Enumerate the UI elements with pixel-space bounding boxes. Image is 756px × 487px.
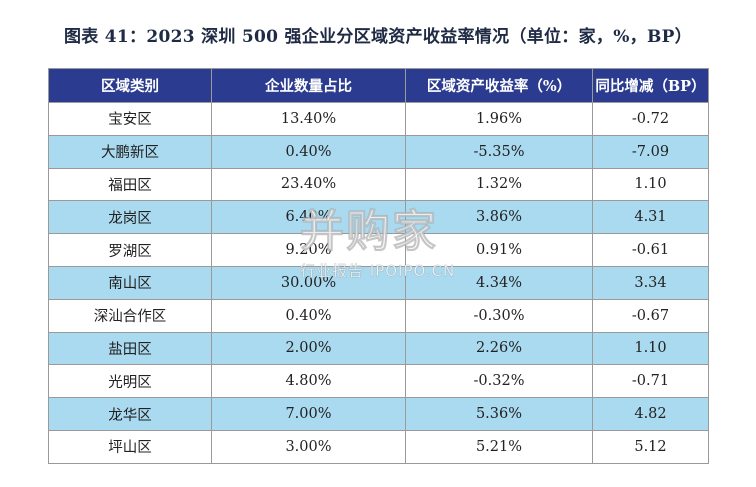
cell-yoy: 4.31	[592, 200, 709, 235]
figure-title: 图表 41：2023 深圳 500 强企业分区域资产收益率情况（单位：家，%，B…	[63, 27, 693, 47]
cell-share: 13.40%	[211, 102, 406, 136]
column-header-share: 企业数量占比	[211, 68, 406, 103]
cell-yoy: 1.10	[592, 331, 709, 366]
cell-roa: 1.32%	[405, 167, 593, 202]
cell-share: 7.00%	[211, 397, 406, 431]
cell-yoy: -7.09	[592, 134, 709, 169]
cell-roa: 4.34%	[405, 265, 593, 300]
table-row: 龙华区 7.00% 5.36% 4.82	[48, 397, 709, 431]
table-row: 盐田区 2.00% 2.26% 1.10	[48, 331, 709, 366]
column-header-roa: 区域资产收益率（%）	[405, 68, 593, 103]
cell-roa: 5.21%	[405, 429, 593, 464]
table-header: 区域类别 企业数量占比 区域资产收益率（%） 同比增减（BP）	[48, 68, 709, 103]
cell-share: 4.80%	[211, 364, 406, 399]
cell-roa: 0.91%	[405, 233, 593, 267]
cell-yoy: 3.34	[592, 265, 709, 300]
cell-region: 龙岗区	[48, 200, 212, 235]
table-row: 罗湖区 9.20% 0.91% -0.61	[48, 233, 709, 267]
cell-yoy: 4.82	[592, 397, 709, 431]
cell-region: 福田区	[48, 167, 212, 202]
cell-yoy: -0.67	[592, 298, 709, 333]
cell-roa: 3.86%	[405, 200, 593, 235]
cell-share: 23.40%	[211, 167, 406, 202]
table-row: 深汕合作区 0.40% -0.30% -0.67	[48, 298, 709, 333]
cell-region: 龙华区	[48, 397, 212, 431]
header-row: 区域类别 企业数量占比 区域资产收益率（%） 同比增减（BP）	[48, 68, 709, 103]
table-row: 坪山区 3.00% 5.21% 5.12	[48, 429, 709, 464]
cell-share: 6.40%	[211, 200, 406, 235]
cell-roa: 5.36%	[405, 397, 593, 431]
cell-yoy: -0.72	[592, 102, 709, 136]
cell-region: 罗湖区	[48, 233, 212, 267]
table-row: 光明区 4.80% -0.32% -0.71	[48, 364, 709, 399]
table-row: 龙岗区 6.40% 3.86% 4.31	[48, 200, 709, 235]
table-row: 南山区 30.00% 4.34% 3.34	[48, 265, 709, 300]
cell-roa: -0.32%	[405, 364, 593, 399]
cell-share: 9.20%	[211, 233, 406, 267]
cell-roa: -0.30%	[405, 298, 593, 333]
cell-region: 大鹏新区	[48, 134, 212, 169]
cell-roa: 2.26%	[405, 331, 593, 366]
table-row: 福田区 23.40% 1.32% 1.10	[48, 167, 709, 202]
cell-region: 深汕合作区	[48, 298, 212, 333]
data-table-container: 区域类别 企业数量占比 区域资产收益率（%） 同比增减（BP） 宝安区 13.4…	[48, 68, 709, 464]
cell-roa: -5.35%	[405, 134, 593, 169]
column-header-region: 区域类别	[48, 68, 212, 103]
region-roa-table: 区域类别 企业数量占比 区域资产收益率（%） 同比增减（BP） 宝安区 13.4…	[48, 68, 709, 464]
table-row: 大鹏新区 0.40% -5.35% -7.09	[48, 134, 709, 169]
cell-roa: 1.96%	[405, 102, 593, 136]
cell-yoy: -0.61	[592, 233, 709, 267]
table-body: 宝安区 13.40% 1.96% -0.72 大鹏新区 0.40% -5.35%…	[48, 102, 709, 464]
cell-yoy: 5.12	[592, 429, 709, 464]
cell-share: 30.00%	[211, 265, 406, 300]
cell-region: 坪山区	[48, 429, 212, 464]
cell-share: 0.40%	[211, 134, 406, 169]
cell-region: 宝安区	[48, 102, 212, 136]
cell-region: 光明区	[48, 364, 212, 399]
cell-yoy: 1.10	[592, 167, 709, 202]
table-row: 宝安区 13.40% 1.96% -0.72	[48, 102, 709, 136]
cell-region: 南山区	[48, 265, 212, 300]
cell-yoy: -0.71	[592, 364, 709, 399]
column-header-yoy: 同比增减（BP）	[592, 68, 709, 103]
cell-share: 3.00%	[211, 429, 406, 464]
cell-share: 0.40%	[211, 298, 406, 333]
cell-share: 2.00%	[211, 331, 406, 366]
cell-region: 盐田区	[48, 331, 212, 366]
